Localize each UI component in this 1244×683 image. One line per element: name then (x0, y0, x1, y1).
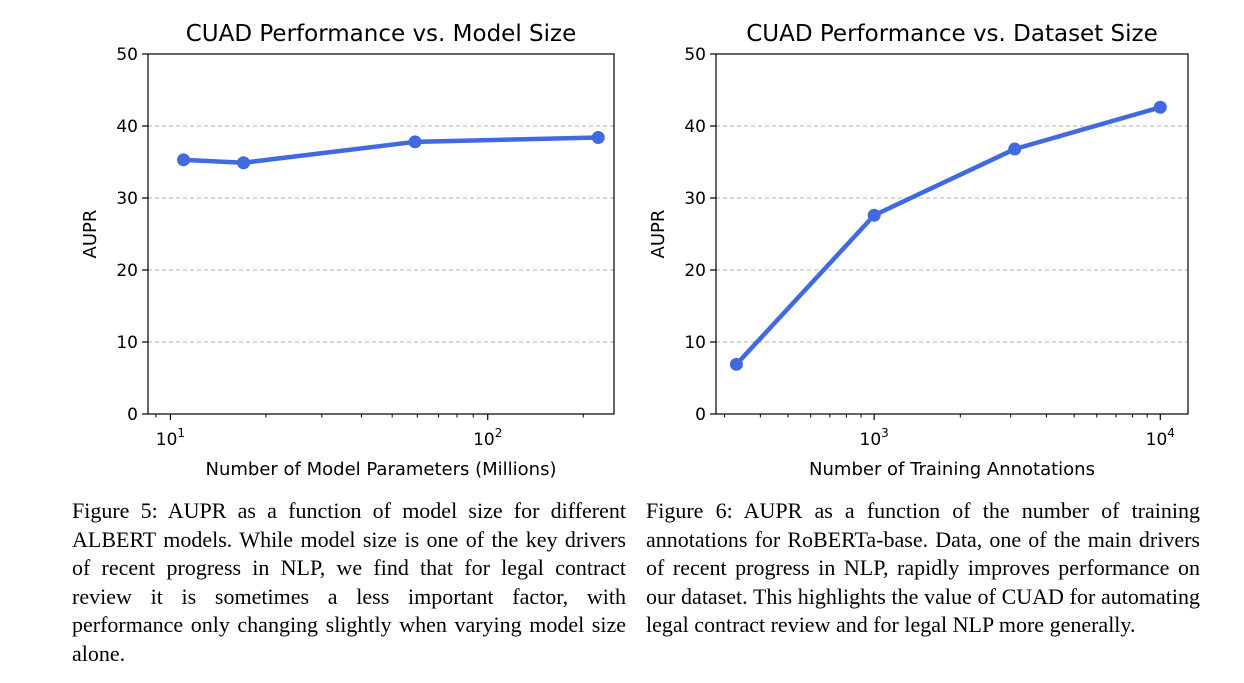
y-tick-label: 20 (684, 261, 706, 281)
data-point (1008, 142, 1022, 156)
y-tick-label: 50 (684, 45, 706, 65)
x-axis-label: Number of Model Parameters (Millions) (206, 459, 557, 480)
y-tick-label: 50 (116, 45, 138, 65)
chart-title: CUAD Performance vs. Model Size (186, 21, 577, 47)
plot-frame (715, 53, 1189, 415)
x-tick-label: 102 (473, 426, 502, 450)
series-line (734, 105, 1163, 367)
data-point (408, 135, 422, 149)
figure-6-panel: 0 10 20 30 40 50 103 104 CUAD Performance vs. Da… (622, 0, 1244, 490)
figure-5-caption: Figure 5: AUPR as a function of model si… (72, 498, 626, 666)
y-tick-label: 40 (684, 117, 706, 137)
data-point (237, 156, 251, 170)
y-axis-label: AUPR (648, 210, 669, 259)
plot-frame (147, 53, 615, 415)
model-size-chart: 0 10 20 30 40 50 101 102 CUAD Performance vs. Mo… (80, 21, 615, 480)
y-tick-label: 10 (684, 333, 706, 353)
y-axis-label: AUPR (80, 210, 101, 259)
y-tick-label: 40 (116, 117, 138, 137)
data-point (1153, 100, 1167, 114)
y-tick-label: 20 (116, 261, 138, 281)
x-tick-label: 103 (860, 426, 889, 450)
figure-6-caption: Figure 6: AUPR as a function of the numb… (646, 498, 1200, 637)
data-point (867, 208, 881, 222)
dataset-size-chart: 0 10 20 30 40 50 103 104 CUAD Performance vs. Da… (648, 21, 1189, 480)
y-tick-label: 0 (127, 405, 138, 425)
figure-5-panel: 0 10 20 30 40 50 101 102 CUAD Performance vs. Mo… (0, 0, 622, 490)
x-axis-label: Number of Training Annotations (809, 459, 1095, 480)
chart-title: CUAD Performance vs. Dataset Size (746, 21, 1158, 47)
data-point (591, 131, 605, 145)
y-tick-label: 30 (116, 189, 138, 209)
data-point (177, 153, 191, 167)
data-point (729, 357, 743, 371)
y-tick-label: 0 (695, 405, 706, 425)
series-line (181, 135, 601, 165)
y-tick-label: 30 (684, 189, 706, 209)
y-tick-label: 10 (116, 333, 138, 353)
x-tick-label: 101 (156, 426, 185, 450)
x-tick-label: 104 (1146, 426, 1175, 450)
